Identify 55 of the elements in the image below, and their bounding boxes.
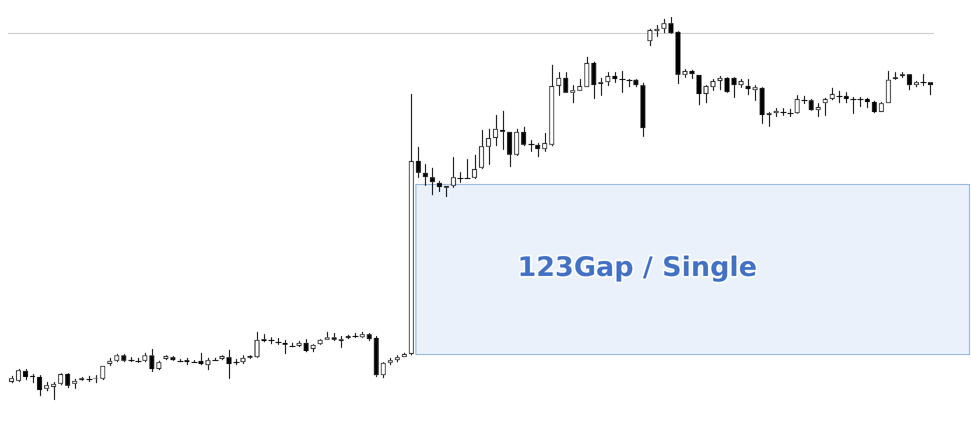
candlestick	[486, 128, 492, 166]
candlestick	[906, 74, 912, 91]
candlestick	[58, 372, 64, 386]
candlestick	[170, 355, 176, 362]
candlestick	[65, 372, 70, 389]
candlestick	[584, 56, 590, 88]
candlestick	[619, 70, 626, 94]
candlestick	[472, 154, 478, 180]
candlestick	[718, 75, 723, 91]
candlestick	[450, 156, 456, 188]
candlestick	[794, 94, 800, 114]
candlestick	[647, 28, 652, 47]
candlestick	[304, 338, 309, 353]
candlestick	[149, 348, 154, 373]
candlestick	[886, 70, 891, 104]
candlestick	[914, 80, 919, 88]
candlestick	[408, 93, 414, 356]
candlestick	[507, 132, 512, 168]
candlestick	[732, 76, 737, 98]
candlestick	[549, 64, 554, 147]
candlestick	[752, 84, 758, 102]
candlestick	[72, 378, 78, 390]
candlestick	[675, 30, 680, 85]
candlestick	[394, 354, 400, 363]
candlestick	[366, 332, 372, 342]
candlestick	[107, 357, 112, 366]
candlestick	[724, 76, 730, 94]
candlestick	[37, 374, 42, 397]
candlestick	[612, 72, 618, 84]
band-label: 123Gap / Single	[517, 252, 757, 284]
candlestick	[563, 72, 568, 93]
candlestick	[374, 336, 379, 378]
candlestick	[640, 82, 646, 138]
candlestick	[44, 382, 50, 392]
candlestick	[570, 84, 576, 104]
candlestick	[493, 114, 498, 147]
candlestick	[430, 167, 435, 196]
candlestick	[746, 78, 751, 96]
candlestick	[324, 331, 330, 340]
candlestick	[416, 146, 421, 178]
candlestick	[51, 382, 56, 400]
candlestick	[479, 129, 484, 170]
candlestick	[689, 69, 695, 80]
candlestick	[521, 126, 526, 147]
candlestick	[254, 331, 260, 358]
candlestick	[816, 102, 821, 118]
candlestick	[332, 332, 337, 342]
candlestick	[528, 139, 535, 152]
candlestick	[760, 86, 765, 124]
candlestick	[780, 108, 787, 116]
candlestick	[296, 340, 302, 348]
candlestick	[380, 362, 386, 379]
candlestick	[591, 61, 596, 100]
candlestick	[514, 128, 520, 157]
candlestick	[668, 16, 674, 34]
